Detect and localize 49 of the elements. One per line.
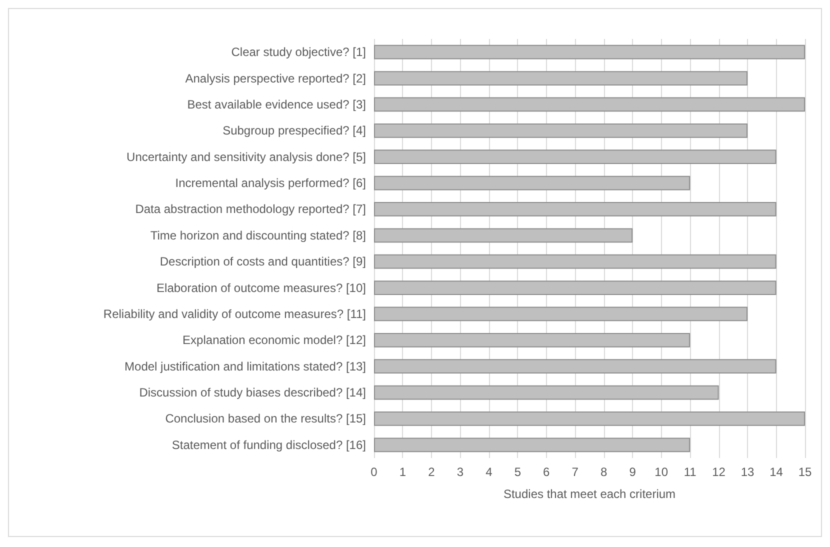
x-tick-label: 2 [428, 465, 436, 479]
bar [374, 385, 719, 400]
y-tick-label: Elaboration of outcome measures? [10] [156, 280, 366, 295]
y-tick-label: Time horizon and discounting stated? [8] [150, 228, 366, 242]
bar [374, 412, 805, 426]
x-tick-label: 14 [770, 465, 784, 479]
x-tick-label: 11 [684, 465, 697, 479]
x-tick-label: 0 [370, 465, 378, 479]
y-tick-label: Statement of funding disclosed? [16] [172, 438, 366, 452]
bar [374, 44, 805, 60]
bar [374, 438, 690, 452]
x-tick-label: 9 [629, 465, 636, 479]
bar [374, 332, 690, 348]
y-tick-label: Data abstraction methodology reported? [7] [135, 202, 366, 216]
x-axis-title: Studies that meet each criterium [503, 487, 676, 501]
x-tick-label: 4 [486, 465, 493, 479]
x-tick-label: 6 [543, 465, 550, 479]
x-tick-label: 7 [572, 465, 579, 479]
x-tick-label: 12 [712, 465, 726, 479]
bar [374, 71, 748, 86]
bar [374, 359, 776, 374]
bar [374, 202, 776, 216]
y-tick-label: Subgroup prespecified? [4] [222, 124, 366, 138]
y-tick-label: Conclusion based on the results? [15] [165, 412, 366, 426]
y-tick-label: Uncertainty and sensitivity analysis done? [5] [126, 150, 366, 164]
x-tick-label: 3 [456, 465, 464, 479]
bar [374, 150, 776, 164]
y-tick-label: Explanation economic model? [12] [182, 333, 366, 348]
bar [374, 254, 776, 269]
y-tick-label: Discussion of study biases described? [14] [139, 386, 366, 400]
y-tick-label: Analysis perspective reported? [2] [185, 71, 366, 86]
y-tick-label: Clear study objective? [1] [231, 45, 366, 60]
bar [374, 228, 633, 243]
y-tick-label: Description of costs and quantities? [9] [160, 254, 366, 269]
y-tick-label: Model justification and limitations stated? [13] [124, 359, 366, 374]
y-tick-label: Reliability and validity of outcome measures? [11] [103, 306, 366, 321]
x-tick-label: 10 [654, 465, 668, 479]
bar [374, 306, 748, 322]
x-tick-label: 15 [798, 465, 812, 479]
x-tick-label: 5 [514, 465, 522, 479]
bar [374, 97, 805, 112]
y-tick-label: Incremental analysis performed? [6] [175, 176, 366, 190]
x-tick-label: 8 [600, 465, 608, 479]
x-tick-label: 1 [399, 465, 406, 479]
x-tick-label: 13 [740, 465, 755, 479]
bar [374, 123, 748, 138]
bar [374, 176, 690, 190]
bar [374, 280, 776, 295]
y-tick-label: Best available evidence used? [3] [187, 97, 366, 112]
